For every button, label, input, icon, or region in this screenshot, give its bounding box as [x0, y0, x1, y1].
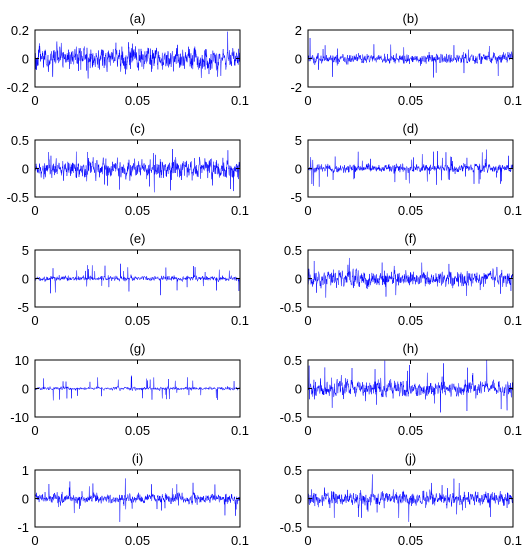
- series-line: [308, 257, 513, 298]
- subplot-title: (d): [403, 121, 419, 136]
- y-tick-label: -5: [290, 190, 302, 205]
- x-tick-label: 0.05: [398, 423, 423, 438]
- x-tick-label: 0.1: [231, 313, 249, 328]
- subplot-title: (e): [130, 231, 146, 246]
- y-tick-label: 0: [295, 382, 302, 397]
- x-tick-label: 0: [31, 423, 38, 438]
- subplot-title: (f): [404, 231, 416, 246]
- x-tick-label: 0.05: [398, 313, 423, 328]
- y-tick-label: 0: [295, 52, 302, 67]
- y-tick-label: -1: [17, 520, 29, 535]
- x-tick-label: 0.1: [231, 533, 249, 548]
- series-line: [35, 478, 240, 522]
- subplot-title: (a): [130, 11, 146, 26]
- x-tick-label: 0.05: [125, 93, 150, 108]
- y-tick-label: 0.5: [284, 463, 302, 478]
- y-tick-label: 0: [22, 162, 29, 177]
- subplot-title: (b): [403, 11, 419, 26]
- y-tick-label: 0: [22, 382, 29, 397]
- y-tick-label: 0.2: [11, 23, 29, 38]
- y-tick-label: 0.5: [284, 353, 302, 368]
- y-tick-label: 2: [295, 23, 302, 38]
- x-tick-label: 0.1: [504, 203, 522, 218]
- y-tick-label: -0.5: [280, 520, 302, 535]
- x-tick-label: 0.05: [398, 203, 423, 218]
- x-tick-label: 0.1: [231, 93, 249, 108]
- subplot-title: (h): [403, 341, 419, 356]
- y-tick-label: 0.5: [11, 133, 29, 148]
- x-tick-label: 0.1: [504, 533, 522, 548]
- y-tick-label: 0: [295, 162, 302, 177]
- y-tick-label: -0.5: [7, 190, 29, 205]
- series-line: [35, 263, 240, 296]
- y-tick-label: 1: [22, 463, 29, 478]
- x-tick-label: 0: [304, 313, 311, 328]
- y-tick-label: -10: [10, 410, 29, 425]
- x-tick-label: 0.1: [231, 423, 249, 438]
- series-line: [308, 474, 513, 522]
- y-tick-label: -5: [17, 300, 29, 315]
- x-tick-label: 0.05: [125, 313, 150, 328]
- x-tick-label: 0: [304, 533, 311, 548]
- x-tick-label: 0: [31, 533, 38, 548]
- x-tick-label: 0.1: [504, 423, 522, 438]
- x-tick-label: 0: [31, 313, 38, 328]
- subplot-title: (j): [405, 451, 417, 466]
- series-line: [308, 37, 513, 78]
- x-tick-label: 0.05: [125, 533, 150, 548]
- y-tick-label: -2: [290, 80, 302, 95]
- x-tick-label: 0.05: [398, 533, 423, 548]
- y-tick-label: 0: [22, 272, 29, 287]
- series-line: [308, 360, 513, 413]
- y-tick-label: 5: [22, 243, 29, 258]
- y-tick-label: 0: [22, 492, 29, 507]
- series-line: [35, 148, 240, 193]
- y-tick-label: -0.5: [280, 300, 302, 315]
- x-tick-label: 0.05: [398, 93, 423, 108]
- x-tick-label: 0: [31, 93, 38, 108]
- x-tick-label: 0.1: [231, 203, 249, 218]
- subplot-title: (c): [130, 121, 145, 136]
- x-tick-label: 0: [304, 423, 311, 438]
- subplot-title: (g): [130, 341, 146, 356]
- x-tick-label: 0: [31, 203, 38, 218]
- y-tick-label: -0.2: [7, 80, 29, 95]
- series-line: [35, 31, 240, 79]
- y-tick-label: 0: [22, 52, 29, 67]
- series-line: [308, 149, 513, 187]
- subplot-f: (f)-0.500.50 0.05 0.1: [280, 231, 522, 328]
- x-tick-label: 0.05: [125, 423, 150, 438]
- subplot-h: (h)-0.500.50 0.05 0.1: [280, 341, 522, 438]
- x-tick-label: 0: [304, 93, 311, 108]
- x-tick-label: 0.05: [125, 203, 150, 218]
- y-tick-label: 0.5: [284, 243, 302, 258]
- subplot-j: (j)-0.500.50 0.05 0.1: [280, 451, 522, 548]
- subplot-a: (a)-0.200.20 0.05 0.1: [7, 11, 249, 108]
- y-tick-label: 0: [295, 492, 302, 507]
- x-tick-label: 0: [304, 203, 311, 218]
- y-tick-label: -0.5: [280, 410, 302, 425]
- x-tick-label: 0.1: [504, 313, 522, 328]
- subplot-title: (i): [132, 451, 144, 466]
- series-line: [35, 375, 240, 401]
- subplot-c: (c)-0.500.50 0.05 0.1: [7, 121, 249, 218]
- y-tick-label: 10: [15, 353, 29, 368]
- y-tick-label: 5: [295, 133, 302, 148]
- x-tick-label: 0.1: [504, 93, 522, 108]
- y-tick-label: 0: [295, 272, 302, 287]
